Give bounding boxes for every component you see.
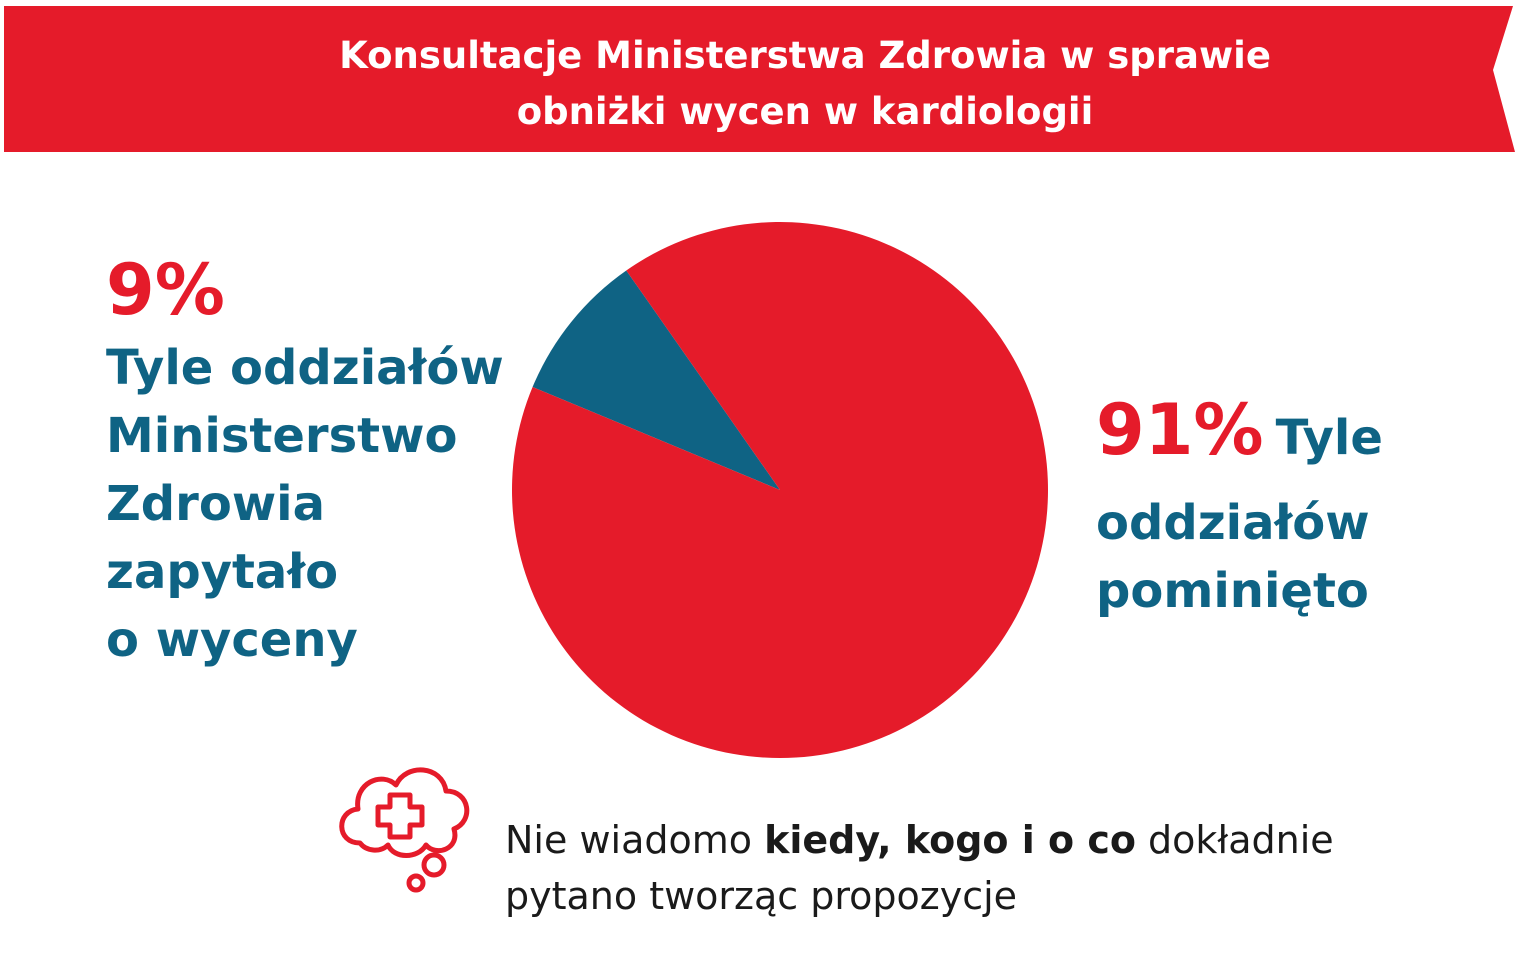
footnote-line1: Nie wiadomo kiedy, kogo i o co dokładnie bbox=[505, 812, 1334, 868]
chart-title-line2: obniżki wycen w kardiologii bbox=[516, 90, 1094, 133]
small-slice-percent: 9% bbox=[106, 249, 225, 331]
chart-title-line1: Konsultacje Ministerstwa Zdrowia w spraw… bbox=[339, 34, 1271, 77]
pie-chart bbox=[512, 221, 1048, 759]
small-slice-text-line3: Zdrowia bbox=[106, 476, 325, 532]
pie-slice-large bbox=[512, 221, 1048, 759]
small-slice-description: Tyle oddziałów Ministerstwo Zdrowia zapy… bbox=[106, 334, 504, 674]
large-slice-text-line3: pominięto bbox=[1096, 563, 1369, 619]
small-slice-label: 9% Tyle oddziałów Ministerstwo Zdrowia z… bbox=[106, 250, 504, 674]
footnote-text-part1: Nie wiadomo bbox=[505, 818, 765, 862]
thought-cloud-medical-cross-icon bbox=[339, 767, 470, 893]
banner-ribbon bbox=[4, 6, 1515, 152]
title-banner: Konsultacje Ministerstwa Zdrowia w spraw… bbox=[0, 0, 1530, 160]
large-slice-label: 91% Tyle oddziałów pominięto bbox=[1096, 390, 1383, 625]
large-slice-text-line1: Tyle bbox=[1275, 410, 1383, 466]
small-slice-text-line5: o wyceny bbox=[106, 612, 358, 668]
large-slice-text-line2: oddziałów bbox=[1096, 495, 1370, 551]
footnote-text-part2: dokładnie bbox=[1135, 818, 1334, 862]
small-slice-text-line2: Ministerstwo bbox=[106, 408, 458, 464]
pie-slice-small bbox=[532, 270, 780, 490]
small-slice-text-line1: Tyle oddziałów bbox=[106, 340, 504, 396]
small-slice-text-line4: zapytało bbox=[106, 544, 339, 600]
footnote-text-bold: kiedy, kogo i o co bbox=[764, 818, 1136, 862]
chart-title: Konsultacje Ministerstwa Zdrowia w spraw… bbox=[160, 28, 1450, 140]
footnote-line2: pytano tworząc propozycje bbox=[505, 874, 1018, 918]
large-slice-percent: 91% bbox=[1096, 389, 1264, 471]
large-slice-description: oddziałów pominięto bbox=[1096, 489, 1383, 625]
footnote: Nie wiadomo kiedy, kogo i o co dokładnie… bbox=[505, 812, 1334, 924]
